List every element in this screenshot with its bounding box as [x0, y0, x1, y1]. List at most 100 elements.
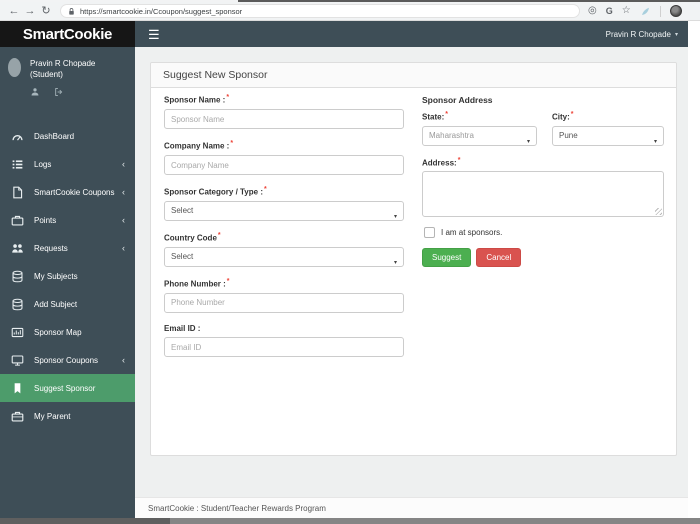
sidebar-item-label: My Subjects	[34, 271, 78, 281]
sidebar-item-label: Add Subject	[34, 299, 78, 309]
browser-toolbar: ← → ↻ https://smartcookie.in/Ccoupon/sug…	[0, 2, 700, 21]
phone-input[interactable]	[164, 292, 404, 313]
profile-name: Pravin R Chopade	[30, 59, 96, 68]
caret-down-icon: ▾	[393, 259, 397, 266]
briefcase-icon	[11, 214, 25, 227]
sidebar-item-label: Requests	[34, 243, 68, 253]
at-sponsors-row: I am at sponsors.	[424, 227, 664, 239]
sidebar-menu: DashBoard Logs ‹ SmartCookie Coupons ‹ P…	[0, 122, 135, 430]
sidebar-item-label: SmartCookie Coupons	[34, 187, 115, 197]
extension-icon[interactable]	[640, 6, 651, 17]
category-field: Sponsor Category / Type :* Select ▾	[164, 186, 404, 221]
footer: SmartCookie : Student/Teacher Rewards Pr…	[135, 497, 688, 518]
sidebar-item-label: Points	[34, 215, 57, 225]
user-menu-label: Pravin R Chopade	[605, 29, 671, 39]
translate-icon[interactable]: G	[605, 6, 613, 16]
sidebar-item-my-parent[interactable]: My Parent	[0, 402, 135, 430]
panel-title: Suggest New Sponsor	[151, 63, 676, 88]
bookmark-star-icon[interactable]: ☆	[621, 5, 631, 16]
browser-reload-icon[interactable]: ↻	[41, 4, 51, 17]
address-label: Address:*	[422, 156, 461, 168]
top-navbar: ☰ Pravin R Chopade ▾	[135, 21, 688, 47]
person-icon[interactable]	[30, 87, 40, 97]
user-menu[interactable]: Pravin R Chopade ▾	[606, 30, 678, 39]
at-sponsors-checkbox[interactable]	[424, 227, 435, 239]
database-icon	[11, 298, 25, 311]
country-code-label: Country Code*	[164, 231, 221, 243]
sponsor-address-heading: Sponsor Address	[422, 95, 493, 105]
resize-grip-icon[interactable]	[655, 208, 662, 216]
hamburger-menu-icon[interactable]: ☰	[148, 26, 160, 42]
required-mark: *	[230, 140, 234, 148]
briefcase-icon	[11, 410, 25, 423]
caret-down-icon: ▾	[526, 138, 530, 145]
sponsor-name-input[interactable]	[164, 109, 404, 130]
form-buttons: Suggest Cancel	[422, 248, 664, 268]
company-name-label: Company Name :*	[164, 140, 234, 151]
address-bar[interactable]: https://smartcookie.in/Ccoupon/suggest_s…	[60, 4, 580, 18]
sidebar-item-sponsor-map[interactable]: Sponsor Map	[0, 318, 135, 346]
sidebar-profile: Pravin R Chopade (Student)	[0, 47, 135, 122]
sidebar-item-requests[interactable]: Requests ‹	[0, 234, 135, 262]
form-right-column: Sponsor Address State:* Maharashtra ▾ Ci…	[422, 94, 664, 368]
required-mark: *	[445, 111, 448, 118]
phone-field: Phone Number :*	[164, 278, 404, 313]
required-mark: *	[263, 186, 267, 194]
browser-forward-icon[interactable]: →	[24, 4, 36, 17]
bookmark-icon	[11, 382, 25, 395]
required-mark: *	[570, 111, 574, 118]
browser-actions: ◎ G ☆	[588, 5, 682, 17]
sidebar-item-add-subject[interactable]: Add Subject	[0, 290, 135, 318]
city-select-value: Pune	[559, 130, 578, 140]
sidebar-item-label: Suggest Sponsor	[34, 383, 96, 393]
city-select[interactable]: Pune ▾	[552, 125, 664, 146]
logo-block[interactable]: SmartCookie	[0, 21, 135, 47]
required-mark: *	[457, 156, 461, 164]
lock-icon	[67, 7, 76, 16]
caret-down-icon: ▾	[393, 213, 397, 220]
sponsor-name-field: Sponsor Name :*	[164, 94, 404, 130]
sidebar-item-my-subjects[interactable]: My Subjects	[0, 262, 135, 290]
sidebar-item-logs[interactable]: Logs ‹	[0, 150, 135, 178]
toolbar-separator	[659, 5, 661, 17]
logout-icon[interactable]	[53, 87, 64, 97]
url-text: https://smartcookie.in/Ccoupon/suggest_s…	[80, 6, 243, 16]
footer-text: SmartCookie : Student/Teacher Rewards Pr…	[148, 503, 326, 513]
target-icon[interactable]: ◎	[588, 5, 597, 16]
browser-tab-seam	[0, 0, 700, 2]
sidebar-item-dashboard[interactable]: DashBoard	[0, 122, 135, 150]
chevron-left-icon: ‹	[122, 214, 125, 225]
suggest-sponsor-panel: Suggest New Sponsor Sponsor Name :* Comp…	[150, 62, 677, 456]
state-label: State:*	[422, 111, 448, 122]
cancel-button[interactable]: Cancel	[476, 248, 522, 268]
sidebar: Pravin R Chopade (Student) DashBoard Log…	[0, 47, 135, 518]
city-field: City:* Pune ▾	[552, 111, 664, 146]
address-textarea[interactable]	[422, 171, 664, 218]
main-content: Suggest New Sponsor Sponsor Name :* Comp…	[135, 47, 688, 497]
browser-profile-avatar[interactable]	[669, 5, 682, 17]
country-code-field: Country Code* Select ▾	[164, 232, 404, 267]
city-label: City:*	[552, 111, 574, 122]
email-input[interactable]	[164, 337, 404, 358]
category-select-value: Select	[171, 205, 194, 215]
sidebar-item-points[interactable]: Points ‹	[0, 206, 135, 234]
gauge-icon	[11, 130, 25, 143]
suggest-button[interactable]: Suggest	[422, 248, 472, 268]
company-name-input[interactable]	[164, 155, 404, 176]
form-left-column: Sponsor Name :* Company Name :* Sponsor …	[164, 94, 404, 368]
sidebar-item-label: Sponsor Map	[34, 327, 82, 337]
chevron-left-icon: ‹	[122, 354, 125, 365]
profile-role: (Student)	[30, 70, 63, 79]
browser-back-icon[interactable]: ←	[8, 4, 20, 17]
required-mark: *	[217, 231, 221, 239]
required-mark: *	[226, 94, 230, 101]
category-select[interactable]: Select ▾	[164, 200, 404, 221]
app-logo: SmartCookie	[22, 25, 113, 43]
map-chart-icon	[11, 326, 25, 339]
sidebar-item-sponsor-coupons[interactable]: Sponsor Coupons ‹	[0, 346, 135, 374]
sidebar-item-smartcookie-coupons[interactable]: SmartCookie Coupons ‹	[0, 178, 135, 206]
sidebar-item-suggest-sponsor[interactable]: Suggest Sponsor	[0, 374, 135, 402]
state-select[interactable]: Maharashtra ▾	[422, 125, 537, 146]
country-code-select[interactable]: Select ▾	[164, 246, 404, 267]
caret-down-icon: ▾	[653, 138, 657, 145]
